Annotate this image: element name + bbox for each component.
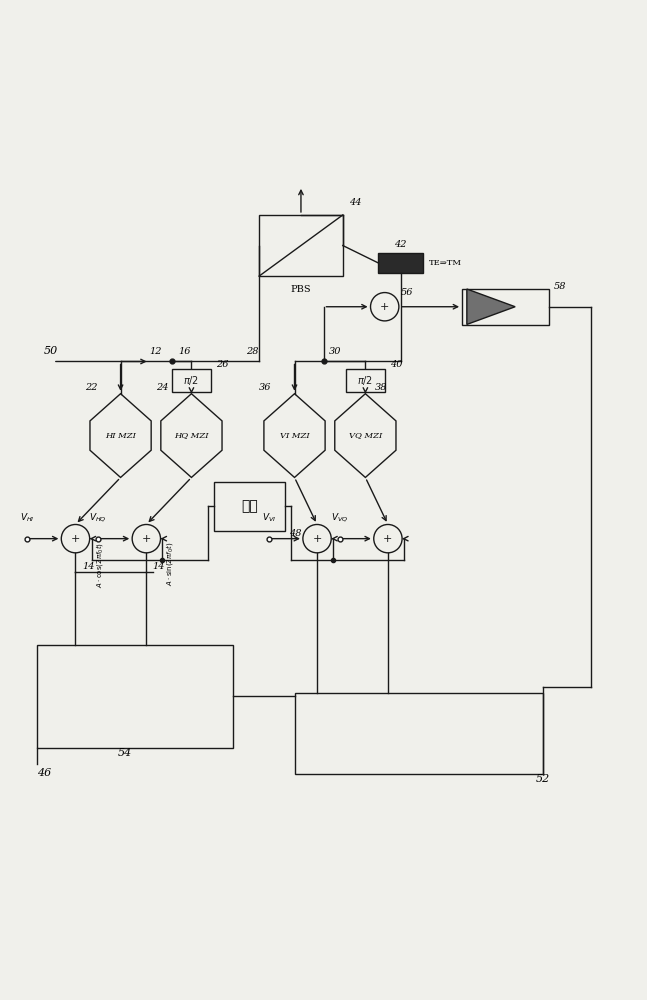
Text: $A\cdot\sin(2\pi f_0 t)$: $A\cdot\sin(2\pi f_0 t)$ bbox=[164, 542, 175, 586]
Text: 激光: 激光 bbox=[241, 499, 258, 513]
Bar bbox=[378, 253, 423, 273]
Text: 44: 44 bbox=[349, 198, 362, 207]
Text: +: + bbox=[380, 302, 389, 312]
Text: 30: 30 bbox=[329, 347, 341, 356]
Text: VQ MZI: VQ MZI bbox=[349, 432, 382, 440]
Text: $V_{HQ}$: $V_{HQ}$ bbox=[89, 512, 107, 524]
Bar bbox=[37, 645, 234, 748]
Text: 38: 38 bbox=[375, 383, 388, 392]
Text: $V_{VI}$: $V_{VI}$ bbox=[261, 512, 276, 524]
Bar bbox=[259, 215, 343, 276]
Text: +: + bbox=[313, 534, 322, 544]
Text: 54: 54 bbox=[118, 748, 133, 758]
Text: 52: 52 bbox=[536, 774, 551, 784]
Text: 14: 14 bbox=[82, 562, 94, 571]
Text: $V_{HI}$: $V_{HI}$ bbox=[20, 512, 34, 524]
Bar bbox=[172, 369, 211, 392]
Text: 28: 28 bbox=[247, 347, 259, 356]
Text: HQ MZI: HQ MZI bbox=[174, 432, 209, 440]
Text: 50: 50 bbox=[43, 346, 58, 356]
Text: 14: 14 bbox=[153, 562, 165, 571]
Text: TE⇒TM: TE⇒TM bbox=[428, 259, 461, 267]
Text: 22: 22 bbox=[85, 383, 98, 392]
Text: 36: 36 bbox=[259, 383, 272, 392]
Text: 40: 40 bbox=[390, 360, 402, 369]
Text: $\pi$/2: $\pi$/2 bbox=[357, 374, 373, 387]
Text: 12: 12 bbox=[149, 347, 162, 356]
Text: PBS: PBS bbox=[291, 285, 311, 294]
Bar bbox=[462, 289, 549, 325]
Text: +: + bbox=[71, 534, 80, 544]
Text: 16: 16 bbox=[179, 347, 191, 356]
Text: 26: 26 bbox=[216, 360, 228, 369]
Text: $A\cdot\cos(2\pi f_0 t)$: $A\cdot\cos(2\pi f_0 t)$ bbox=[94, 542, 105, 588]
Bar bbox=[214, 482, 285, 531]
Text: 48: 48 bbox=[289, 529, 302, 538]
Text: HI MZI: HI MZI bbox=[105, 432, 136, 440]
Polygon shape bbox=[467, 289, 515, 324]
Text: $\pi$/2: $\pi$/2 bbox=[184, 374, 199, 387]
Bar bbox=[346, 369, 385, 392]
Bar bbox=[294, 693, 543, 774]
Text: 58: 58 bbox=[554, 282, 567, 291]
Text: +: + bbox=[383, 534, 393, 544]
Text: 42: 42 bbox=[395, 240, 407, 249]
Text: 46: 46 bbox=[37, 768, 51, 778]
Text: VI MZI: VI MZI bbox=[280, 432, 309, 440]
Text: $V_{VQ}$: $V_{VQ}$ bbox=[331, 512, 348, 524]
Text: 56: 56 bbox=[400, 288, 413, 297]
Text: +: + bbox=[142, 534, 151, 544]
Text: 24: 24 bbox=[156, 383, 168, 392]
